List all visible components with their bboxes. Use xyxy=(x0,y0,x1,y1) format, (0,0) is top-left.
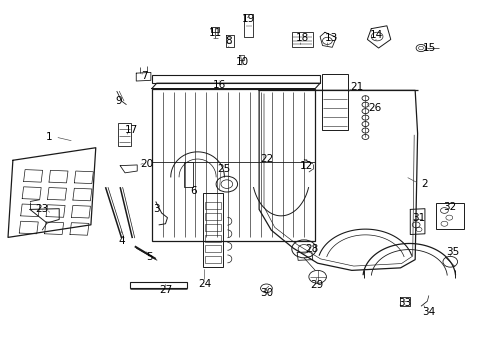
Text: 17: 17 xyxy=(124,125,138,135)
Text: 19: 19 xyxy=(241,14,255,24)
Text: 18: 18 xyxy=(295,33,308,43)
Bar xyxy=(203,193,222,267)
Text: 34: 34 xyxy=(421,307,434,317)
Text: 6: 6 xyxy=(190,186,196,196)
Text: 15: 15 xyxy=(422,43,435,53)
Text: 20: 20 xyxy=(140,159,153,169)
Bar xyxy=(130,282,187,288)
Text: 13: 13 xyxy=(324,33,337,43)
Bar xyxy=(152,75,320,83)
Bar xyxy=(204,245,221,252)
Text: 16: 16 xyxy=(212,80,225,90)
Text: 25: 25 xyxy=(217,164,230,174)
Bar xyxy=(292,32,312,46)
Bar xyxy=(204,224,221,231)
Text: 9: 9 xyxy=(116,96,122,106)
Text: 24: 24 xyxy=(198,279,211,289)
Bar xyxy=(204,234,221,242)
Bar xyxy=(183,162,193,187)
Text: 14: 14 xyxy=(369,30,382,40)
Text: 7: 7 xyxy=(141,71,147,81)
Text: 26: 26 xyxy=(368,103,381,113)
Text: 5: 5 xyxy=(146,252,152,262)
Text: 23: 23 xyxy=(36,204,49,214)
Text: 27: 27 xyxy=(159,285,172,296)
Text: 35: 35 xyxy=(446,247,459,257)
Bar xyxy=(204,213,221,220)
Text: 31: 31 xyxy=(411,213,425,222)
Text: 4: 4 xyxy=(118,236,124,246)
Bar xyxy=(435,203,463,229)
Text: 29: 29 xyxy=(309,280,323,290)
Text: 3: 3 xyxy=(153,204,160,214)
Text: 28: 28 xyxy=(305,244,318,254)
Bar xyxy=(204,202,221,210)
Text: 33: 33 xyxy=(397,298,410,308)
Text: 11: 11 xyxy=(208,28,222,38)
Bar xyxy=(204,256,221,263)
Text: 12: 12 xyxy=(300,161,313,171)
Text: 21: 21 xyxy=(349,82,363,93)
Bar xyxy=(152,89,315,241)
Text: 22: 22 xyxy=(259,154,272,164)
Bar xyxy=(118,123,131,146)
Text: 2: 2 xyxy=(421,179,427,189)
Bar xyxy=(321,74,347,130)
Text: 1: 1 xyxy=(46,132,53,142)
Text: 30: 30 xyxy=(259,288,272,298)
Text: 8: 8 xyxy=(225,36,232,46)
Text: 32: 32 xyxy=(442,202,455,212)
Text: 10: 10 xyxy=(235,57,248,67)
